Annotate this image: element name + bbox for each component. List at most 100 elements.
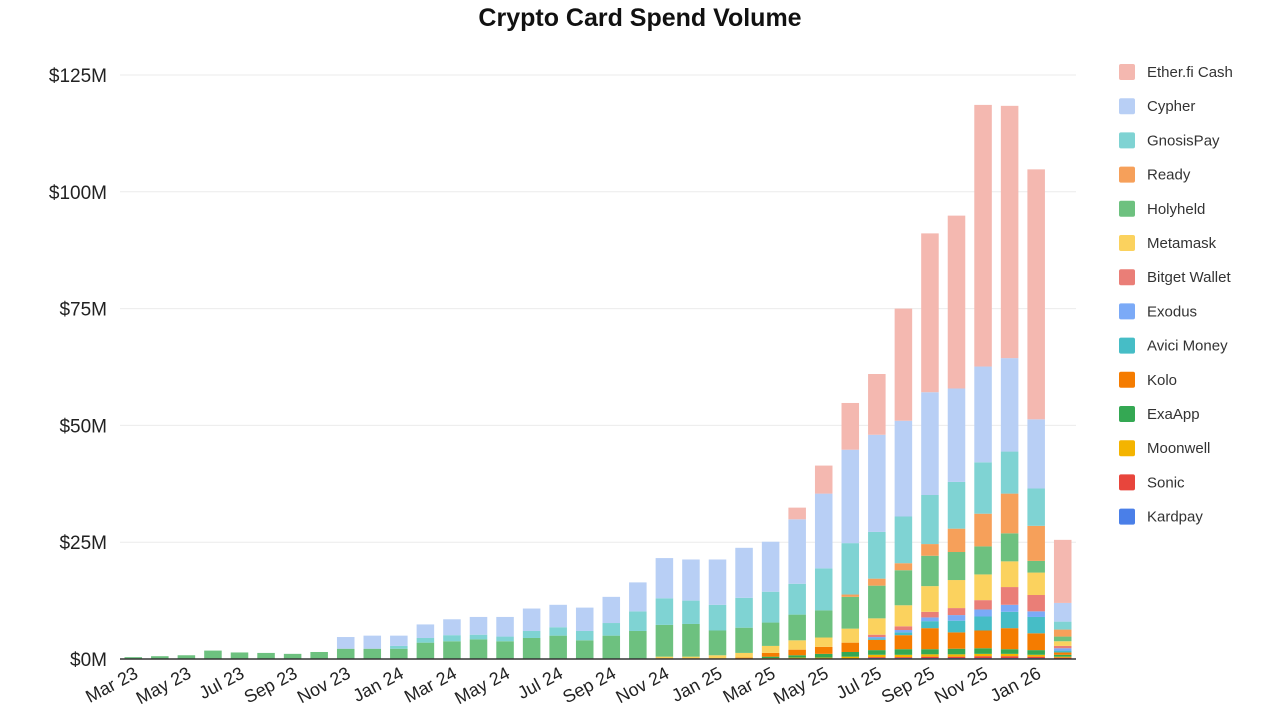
bar-segment — [894, 630, 913, 633]
bar-segment — [974, 609, 992, 617]
bar-segment — [921, 392, 939, 496]
bar-segment — [1053, 652, 1072, 655]
bar-segment — [921, 617, 939, 622]
bar-segment — [522, 630, 541, 638]
x-tick-label: Mar 25 — [720, 663, 779, 707]
bar-segment — [1000, 451, 1019, 494]
bar-segment — [1053, 650, 1072, 653]
bar-segment — [1000, 587, 1019, 605]
bar-segment — [974, 513, 992, 547]
bar-segment — [921, 586, 939, 612]
bar-segment — [921, 555, 939, 587]
legend-swatch — [1119, 132, 1135, 149]
bar-segment — [974, 366, 992, 463]
bar-segment — [204, 650, 222, 659]
y-tick-label: $0M — [70, 650, 107, 671]
x-tick-label: May 24 — [451, 663, 513, 708]
bar-segment — [336, 648, 355, 659]
bar-segment — [1000, 493, 1019, 534]
bar-segment — [416, 624, 435, 638]
bar-segment — [708, 604, 727, 631]
bar-segment — [921, 656, 939, 659]
legend-swatch — [1119, 508, 1135, 525]
bar-segment — [788, 649, 806, 656]
bar-segment — [1000, 105, 1019, 359]
bar-segment — [761, 541, 780, 592]
bar-segment — [230, 652, 249, 659]
bar-segment — [868, 634, 886, 638]
bar-segment — [655, 558, 674, 599]
bar-segment — [868, 654, 886, 658]
x-tick-label: Jan 24 — [350, 663, 407, 706]
bar-segment — [708, 630, 727, 656]
legend-label: Holyheld — [1147, 201, 1205, 218]
bar-segment — [1027, 572, 1045, 595]
bar-segment — [1000, 604, 1019, 612]
bar-segment — [1053, 656, 1072, 658]
bar-segment — [283, 653, 302, 659]
legend-label: Avici Money — [1147, 338, 1228, 355]
bar-segment — [814, 493, 833, 569]
bar-segment — [496, 616, 514, 637]
bar-segment — [841, 642, 860, 652]
bar-segment — [1027, 594, 1045, 612]
bar-segment — [788, 583, 806, 615]
y-tick-label: $50M — [59, 416, 107, 437]
bar-segment — [947, 656, 966, 659]
bar-segment — [1000, 561, 1019, 588]
bar-segment — [921, 654, 939, 657]
bar-segment — [814, 637, 833, 647]
bar-segment — [682, 600, 700, 624]
bar-segment — [974, 656, 992, 659]
bar-segment — [894, 570, 913, 606]
bar-segment — [1027, 560, 1045, 573]
bar-segment — [363, 635, 382, 649]
bar-segment — [257, 652, 275, 659]
bar-segment — [974, 104, 992, 367]
bar-segment — [629, 611, 647, 631]
bar-segment — [1000, 358, 1019, 452]
bar-segment — [363, 648, 382, 659]
bar-segment — [1053, 636, 1072, 642]
bar-segment — [575, 640, 594, 659]
bar-segment — [1027, 419, 1045, 489]
bar-segment — [947, 528, 966, 553]
bar-segment — [974, 648, 992, 654]
bar-segment — [682, 623, 700, 657]
bar-segment — [496, 636, 514, 642]
bar-segment — [629, 582, 647, 612]
bar-segment — [1027, 525, 1045, 561]
legend-label: Cypher — [1147, 98, 1195, 115]
bar-segment — [522, 637, 541, 659]
bar-segment — [443, 619, 461, 636]
legend-swatch — [1119, 371, 1135, 388]
bar-segment — [522, 608, 541, 631]
bar-segment — [390, 648, 408, 659]
bar-segment — [708, 655, 727, 659]
legend-label: Exodus — [1147, 303, 1197, 320]
legend-swatch — [1119, 235, 1135, 251]
bar-segment — [868, 650, 886, 655]
bar-segment — [947, 648, 966, 655]
bar-segment — [894, 657, 913, 659]
bar-segment — [814, 568, 833, 611]
legend-label: Moonwell — [1147, 440, 1210, 457]
bar-segment — [735, 547, 753, 598]
bar-segment — [602, 623, 621, 636]
legend-label: ExaApp — [1147, 406, 1200, 423]
bar-segment — [868, 374, 886, 435]
bar-segment — [974, 616, 992, 631]
bar-segment — [1027, 488, 1045, 526]
bar-segment — [1027, 633, 1045, 651]
x-tick-label: Nov 23 — [294, 663, 354, 707]
bar-segment — [549, 627, 567, 636]
bar-segment — [841, 594, 860, 597]
legend-label: GnosisPay — [1147, 132, 1220, 149]
bar-segment — [868, 638, 886, 640]
bar-segment — [151, 656, 169, 659]
legend-swatch — [1119, 64, 1135, 80]
bar-segment — [921, 621, 939, 629]
bar-segment — [1000, 533, 1019, 562]
